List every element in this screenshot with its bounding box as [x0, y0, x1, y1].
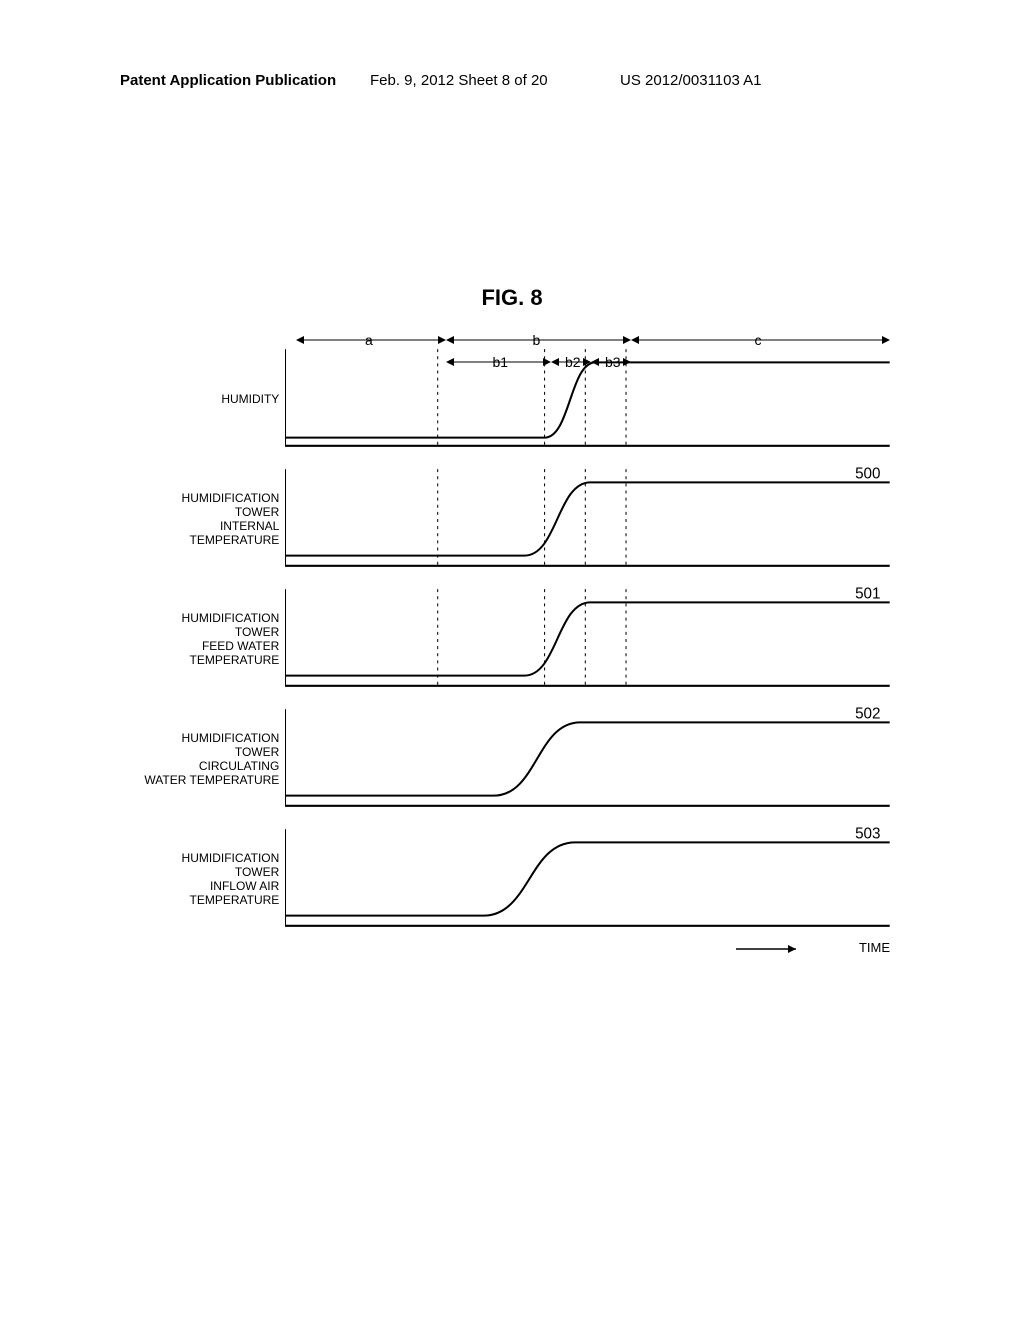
chart-y-label: HUMIDITY — [130, 393, 285, 407]
chart-y-label: HUMIDIFICATIONTOWERINTERNALTEMPERATURE — [130, 492, 285, 547]
chart-plot: 500 — [285, 460, 890, 580]
curve-reference-number: 501 — [855, 585, 880, 602]
chart-row: HUMIDITY — [130, 340, 890, 460]
chart-row: HUMIDIFICATIONTOWERCIRCULATINGWATER TEMP… — [130, 700, 890, 820]
chart-plot — [285, 340, 890, 460]
curve-reference-number: 502 — [855, 705, 880, 722]
curve-reference-number: 503 — [855, 825, 880, 842]
curve-reference-number: 500 — [855, 465, 880, 482]
chart-row: HUMIDIFICATIONTOWERINTERNALTEMPERATURE 50… — [130, 460, 890, 580]
chart-row: HUMIDIFICATIONTOWERFEED WATERTEMPERATURE… — [130, 580, 890, 700]
chart-row: HUMIDIFICATIONTOWERINFLOW AIRTEMPERATURE… — [130, 820, 890, 940]
chart-y-label: HUMIDIFICATIONTOWERCIRCULATINGWATER TEMP… — [130, 732, 285, 787]
header-center: Feb. 9, 2012 Sheet 8 of 20 — [370, 72, 548, 89]
figure-title: FIG. 8 — [0, 285, 1024, 311]
chart-stack: HUMIDITY HUMIDIFICATIONTOWERINTERNALTEMPE… — [130, 340, 890, 957]
page-header: Patent Application Publication Feb. 9, 2… — [0, 72, 1024, 90]
chart-y-label: HUMIDIFICATIONTOWERFEED WATERTEMPERATURE — [130, 612, 285, 667]
time-text: TIME — [856, 940, 890, 955]
chart-plot: 502 — [285, 700, 890, 820]
chart-plot: 501 — [285, 580, 890, 700]
time-axis-label: TIME — [296, 940, 890, 957]
header-right: US 2012/0031103 A1 — [620, 72, 762, 89]
chart-plot: 503 — [285, 820, 890, 940]
chart-y-label: HUMIDIFICATIONTOWERINFLOW AIRTEMPERATURE — [130, 852, 285, 907]
header-left: Patent Application Publication — [120, 72, 336, 89]
